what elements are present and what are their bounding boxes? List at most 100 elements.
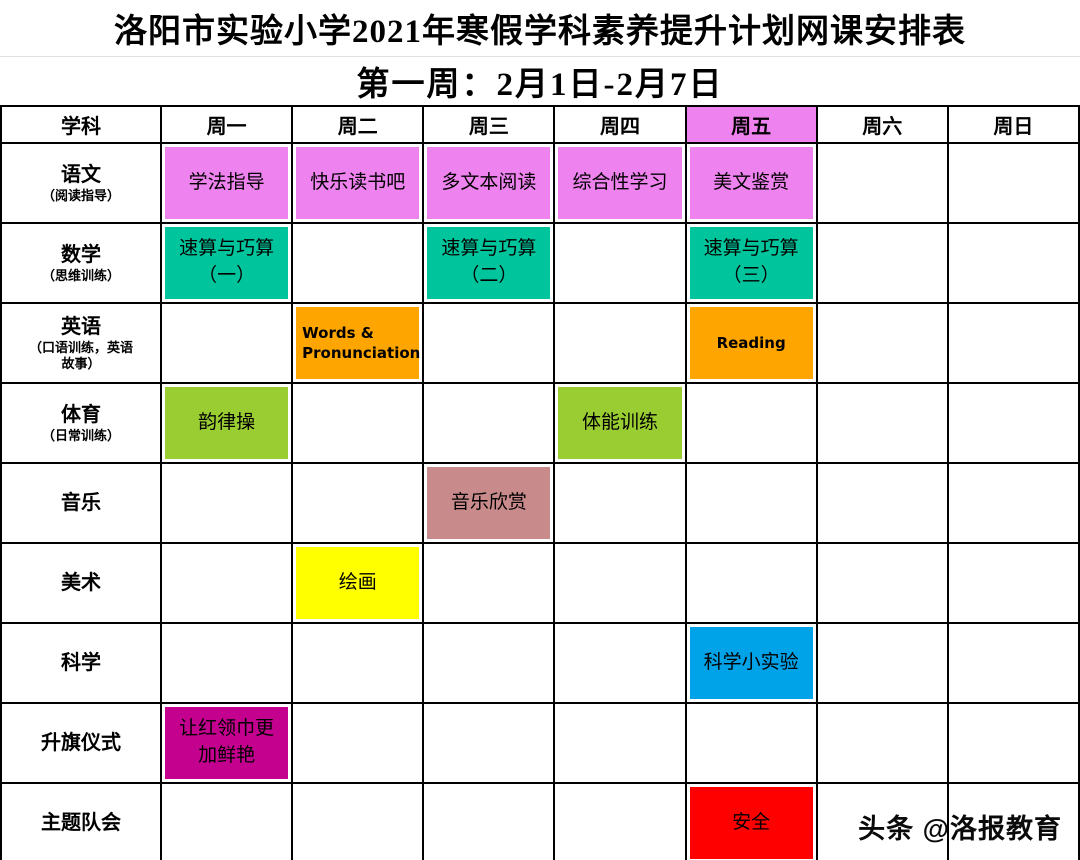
schedule-cell — [553, 542, 687, 624]
subject-cell: 主题队会 — [0, 782, 162, 860]
schedule-cell — [815, 462, 949, 544]
subject-name: 体育 — [61, 403, 101, 426]
schedule-cell — [159, 302, 294, 384]
schedule-cell — [815, 622, 949, 704]
schedule-cell: 速算与巧算 （三） — [684, 222, 818, 304]
table-row: 体育 （日常训练） 韵律操 体能训练 — [0, 382, 1080, 464]
schedule-cell — [946, 302, 1080, 384]
schedule-cell: 快乐读书吧 — [291, 142, 425, 224]
schedule-cell — [815, 382, 949, 464]
schedule-cell — [553, 622, 687, 704]
subject-cell: 科学 — [0, 622, 162, 704]
column-header-3: 周三 — [422, 105, 556, 144]
cell-fill: 安全 — [689, 787, 813, 859]
schedule-cell — [291, 782, 425, 860]
schedule-cell — [684, 382, 818, 464]
schedule-cell: 综合性学习 — [553, 142, 687, 224]
subject-cell: 英语 （口语训练，英语 故事） — [0, 302, 162, 384]
schedule-cell: 让红领巾更 加鲜艳 — [159, 702, 294, 784]
subject-cell: 语文 （阅读指导） — [0, 142, 162, 224]
subject-cell: 体育 （日常训练） — [0, 382, 162, 464]
subject-cell: 升旗仪式 — [0, 702, 162, 784]
column-header-0: 学科 — [0, 105, 162, 144]
schedule-cell: 多文本阅读 — [422, 142, 556, 224]
schedule-cell — [946, 782, 1080, 860]
cell-fill: 综合性学习 — [558, 147, 682, 219]
schedule-cell — [684, 702, 818, 784]
schedule-cell — [553, 702, 687, 784]
cell-fill: 绘画 — [296, 547, 420, 619]
subject-name: 升旗仪式 — [41, 732, 121, 754]
column-header-4: 周四 — [553, 105, 687, 144]
cell-fill: 学法指导 — [165, 147, 289, 219]
schedule-cell — [946, 382, 1080, 464]
schedule-cell: 美文鉴赏 — [684, 142, 818, 224]
schedule-cell — [422, 382, 556, 464]
schedule-cell — [946, 462, 1080, 544]
schedule-cell — [422, 782, 556, 860]
table-row: 主题队会 安全 — [0, 782, 1080, 860]
schedule-cell — [159, 622, 294, 704]
schedule-cell — [946, 622, 1080, 704]
schedule-cell: 科学小实验 — [684, 622, 818, 704]
subject-name: 美术 — [61, 572, 101, 594]
schedule-cell — [291, 702, 425, 784]
subject-name: 科学 — [61, 652, 101, 674]
schedule-cell: 韵律操 — [159, 382, 294, 464]
schedule-cell — [815, 542, 949, 624]
cell-fill: 体能训练 — [558, 387, 682, 459]
schedule-cell: 音乐欣赏 — [422, 462, 556, 544]
schedule-cell — [422, 702, 556, 784]
subject-name: 主题队会 — [41, 812, 121, 834]
schedule-cell: 绘画 — [291, 542, 425, 624]
schedule-cell — [159, 462, 294, 544]
column-header-1: 周一 — [159, 105, 294, 144]
cell-fill: 速算与巧算 （三） — [689, 227, 813, 299]
schedule-cell: 速算与巧算 （一） — [159, 222, 294, 304]
schedule-cell — [422, 302, 556, 384]
schedule-cell — [291, 382, 425, 464]
schedule-cell — [946, 542, 1080, 624]
schedule-cell — [815, 782, 949, 860]
subject-note: （阅读指导） — [41, 187, 120, 203]
schedule-cell — [946, 222, 1080, 304]
schedule-cell — [291, 222, 425, 304]
subject-cell: 音乐 — [0, 462, 162, 544]
schedule-body: 语文 （阅读指导） 学法指导 快乐读书吧 多文本阅读 综合性学习 美文鉴赏 数学 （思维训练）速… — [0, 142, 1080, 860]
schedule-cell — [815, 302, 949, 384]
cell-fill: 让红领巾更 加鲜艳 — [165, 707, 289, 779]
schedule-cell — [422, 622, 556, 704]
schedule-cell — [553, 462, 687, 544]
schedule-cell: Words & Pronunciation — [291, 302, 425, 384]
column-header-5: 周五 — [684, 105, 818, 144]
schedule-cell — [815, 142, 949, 224]
subject-cell: 美术 — [0, 542, 162, 624]
cell-fill: 多文本阅读 — [427, 147, 551, 219]
schedule-cell — [684, 542, 818, 624]
page-subtitle: 第一周：2月1日-2月7日 — [356, 67, 724, 103]
table-row: 英语 （口语训练，英语 故事） Words & Pronunciation Readi… — [0, 302, 1080, 384]
cell-fill: 快乐读书吧 — [296, 147, 420, 219]
subject-name: 英语 — [61, 315, 101, 338]
schedule-cell — [159, 782, 294, 860]
cell-fill: Reading — [689, 307, 813, 379]
table-row: 语文 （阅读指导） 学法指导 快乐读书吧 多文本阅读 综合性学习 美文鉴赏 — [0, 142, 1080, 224]
subject-name: 语文 — [61, 163, 101, 186]
schedule-cell — [684, 462, 818, 544]
schedule-cell — [553, 302, 687, 384]
schedule-cell: 体能训练 — [553, 382, 687, 464]
table-row: 数学 （思维训练） 速算与巧算 （一） 速算与巧算 （二） 速算与巧算 （三） — [0, 222, 1080, 304]
schedule-cell — [553, 782, 687, 860]
schedule-cell — [422, 542, 556, 624]
schedule-cell — [815, 222, 949, 304]
schedule-header-row: 学科 周一 周二 周三 周四 周五 周六 周日 — [0, 105, 1080, 144]
column-header-7: 周日 — [946, 105, 1080, 144]
cell-fill: 音乐欣赏 — [427, 467, 551, 539]
table-row: 美术 绘画 — [0, 542, 1080, 624]
subject-name: 音乐 — [61, 492, 101, 514]
subject-note: （口语训练，英语 故事） — [28, 339, 133, 371]
cell-fill: 韵律操 — [165, 387, 289, 459]
cell-fill: 科学小实验 — [689, 627, 813, 699]
cell-fill: 速算与巧算 （一） — [165, 227, 289, 299]
